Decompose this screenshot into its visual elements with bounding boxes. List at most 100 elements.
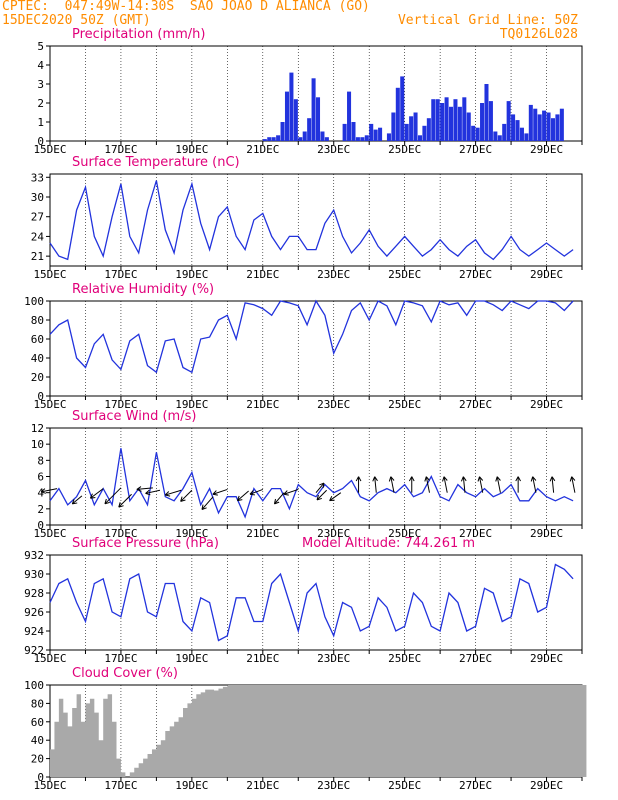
wind-arrow-head	[104, 498, 110, 505]
precip-bar	[475, 127, 480, 141]
y-tick-label: 100	[24, 679, 44, 692]
y-tick-label: 40	[31, 734, 44, 747]
precip-bar	[453, 99, 458, 141]
wind-arrow	[316, 489, 327, 501]
header-grid-line: Vertical Grid Line: 50Z	[397, 13, 578, 28]
y-tick-label: 12	[31, 422, 44, 435]
precip-bar	[298, 137, 303, 141]
x-tick-label: 27DEC	[459, 527, 492, 540]
wind-arrow-head	[212, 490, 218, 496]
wind-arrow-head	[283, 490, 289, 496]
x-tick-label: 25DEC	[388, 268, 421, 281]
y-tick-label: 100	[24, 295, 44, 308]
precip-bar	[369, 123, 374, 141]
wind-arrow-head	[319, 482, 325, 489]
wind-arrow	[315, 482, 325, 493]
precip-bar	[542, 110, 547, 141]
precip-bar	[519, 127, 524, 141]
x-tick-label: 23DEC	[317, 398, 350, 411]
panel-title: Surface Temperature (nC)	[72, 155, 240, 170]
panel-title: Relative Humidity (%)	[72, 282, 214, 297]
y-tick-label: 930	[24, 568, 44, 581]
wind-arrow	[40, 488, 58, 493]
precip-bar	[559, 108, 564, 141]
precip-bar	[320, 131, 325, 141]
precip-bar	[342, 123, 347, 141]
precip-bar	[347, 91, 352, 141]
wind-arrow	[443, 476, 448, 493]
x-tick-label: 25DEC	[388, 652, 421, 665]
precip-bar	[506, 101, 511, 141]
precip-bar	[391, 112, 396, 141]
precip-bar	[426, 118, 431, 141]
wind-arrow-head	[316, 494, 322, 501]
precip-bar	[276, 135, 281, 141]
x-tick-label: 29DEC	[530, 779, 563, 792]
x-tick-label: 21DEC	[246, 268, 279, 281]
wind-arrow-head	[515, 476, 521, 482]
wind-arrow-head	[460, 476, 467, 482]
precip-bar	[404, 123, 409, 141]
x-tick-label: 27DEC	[459, 398, 492, 411]
precip-bar	[493, 131, 498, 141]
x-tick-label: 15DEC	[33, 652, 66, 665]
x-tick-label: 17DEC	[104, 652, 137, 665]
x-tick-label: 29DEC	[530, 527, 563, 540]
precip-bar	[555, 114, 560, 141]
wind-arrow-head	[477, 476, 484, 482]
y-tick-label: 926	[24, 606, 44, 619]
y-tick-label: 40	[31, 352, 44, 365]
x-tick-label: 23DEC	[317, 527, 350, 540]
x-tick-label: 27DEC	[459, 652, 492, 665]
precip-bar	[360, 137, 365, 141]
x-tick-label: 27DEC	[459, 143, 492, 156]
wind-arrow-head	[136, 486, 142, 492]
panel-title: Precipitation (mm/h)	[72, 27, 205, 42]
panel-frame	[49, 554, 583, 651]
x-tick-label: 25DEC	[388, 398, 421, 411]
panel-frame	[49, 427, 583, 526]
y-tick-label: 0	[37, 135, 44, 148]
y-tick-label: 27	[31, 211, 44, 224]
wind-arrow	[201, 496, 214, 510]
precip-bar	[284, 91, 289, 141]
wind-arrow	[274, 492, 285, 505]
wind-arrow	[71, 495, 83, 505]
y-tick-label: 1	[37, 116, 44, 129]
header-datetime: 15DEC2020 50Z (GMT)	[2, 13, 151, 28]
precip-bar	[386, 133, 391, 141]
x-tick-label: 29DEC	[530, 398, 563, 411]
wind-arrow-head	[71, 499, 78, 505]
wind-arrow-head	[89, 493, 96, 499]
y-tick-label: 5	[37, 40, 44, 53]
wind-arrow	[136, 487, 153, 490]
wind-arrow-head	[408, 476, 415, 482]
precip-bar	[262, 139, 267, 141]
precip-bar	[324, 137, 329, 141]
wind-arrow-head	[249, 490, 256, 496]
precip-bar	[280, 122, 285, 141]
wind-arrow	[571, 476, 576, 493]
wind-arrow	[283, 488, 299, 495]
precip-bar	[488, 101, 493, 141]
x-tick-label: 23DEC	[317, 779, 350, 792]
wind-arrow	[374, 476, 377, 493]
header-station: CPTEC: 047:49W-14:30S SAO JOAO D ALIANCA…	[2, 0, 370, 14]
x-tick-label: 23DEC	[317, 143, 350, 156]
wind-arrow	[479, 476, 484, 493]
precip-bar	[511, 114, 516, 141]
y-tick-label: 2	[37, 97, 44, 110]
precip-bar	[271, 137, 276, 141]
wind-arrow-head	[372, 476, 378, 482]
precip-bar	[480, 103, 485, 141]
y-tick-label: 0	[37, 390, 44, 403]
precip-bar	[307, 118, 312, 141]
wind-arrow-head	[442, 476, 448, 482]
precip-bar	[435, 99, 440, 141]
precip-bar	[417, 135, 422, 141]
y-tick-label: 24	[31, 230, 45, 243]
wind-arrow	[532, 476, 537, 493]
wind-arrow-head	[145, 489, 151, 496]
y-tick-label: 33	[31, 171, 44, 184]
wind-arrow-head	[180, 496, 186, 502]
